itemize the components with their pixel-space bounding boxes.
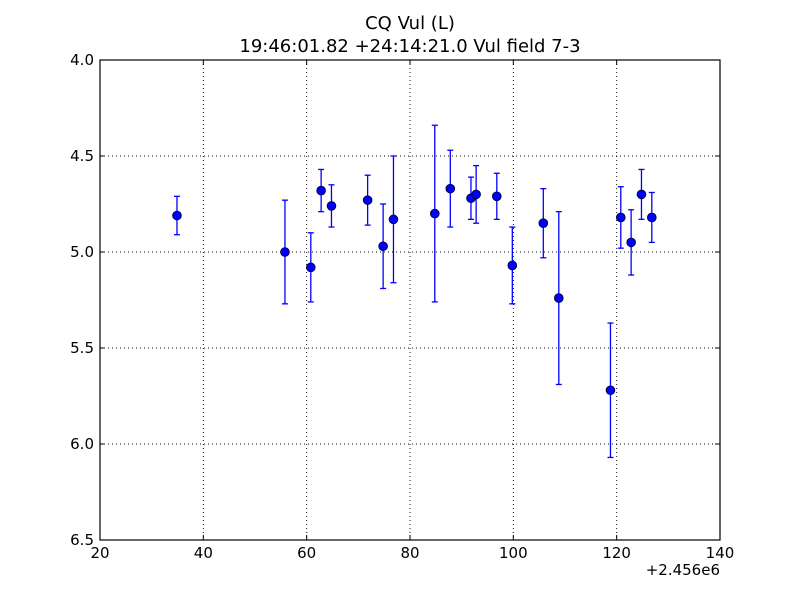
x-tick-label: 140 — [706, 544, 735, 562]
data-point — [647, 191, 657, 244]
data-point — [316, 168, 326, 213]
data-series — [172, 124, 657, 459]
data-point — [471, 164, 481, 224]
data-marker — [445, 183, 456, 194]
data-point — [605, 322, 616, 459]
x-tick-label: 100 — [499, 544, 528, 562]
y-tick-label: 4.5 — [70, 147, 94, 165]
data-marker — [326, 201, 337, 211]
x-tick-label: 60 — [297, 544, 316, 562]
data-marker — [538, 218, 549, 228]
y-tick-label: 6.0 — [70, 435, 94, 453]
data-point — [280, 199, 290, 305]
x-tick-label: 20 — [90, 544, 109, 562]
data-marker — [636, 189, 647, 200]
data-point — [430, 124, 440, 303]
data-marker — [388, 214, 399, 225]
data-marker — [626, 237, 636, 248]
data-point — [445, 149, 456, 228]
data-marker — [316, 185, 326, 196]
data-marker — [554, 293, 564, 303]
data-marker — [280, 247, 290, 257]
data-marker — [378, 241, 388, 252]
data-marker — [172, 210, 182, 221]
grid — [100, 60, 720, 540]
x-axis-offset-label: +2.456e6 — [646, 561, 720, 579]
data-point — [626, 209, 636, 276]
y-tick-label: 6.5 — [70, 531, 94, 549]
data-marker — [306, 262, 316, 273]
data-point — [492, 172, 502, 221]
x-tick-label: 40 — [194, 544, 213, 562]
data-point — [326, 184, 337, 228]
data-marker — [471, 189, 481, 200]
data-point — [306, 232, 316, 303]
data-point — [507, 226, 518, 305]
data-point — [378, 203, 388, 290]
x-tick-label: 80 — [400, 544, 419, 562]
data-point — [362, 174, 373, 226]
axis-ticks: 20 40 60 80 100 120 140 4.0 4.5 5.0 5.5 6.0 6.5 — [70, 51, 734, 562]
data-point — [616, 186, 626, 249]
data-point — [388, 155, 399, 284]
data-marker — [492, 191, 502, 202]
data-marker — [430, 208, 440, 219]
data-marker — [605, 385, 616, 396]
data-point — [538, 187, 549, 259]
chart-subtitle: 19:46:01.82 +24:14:21.0 Vul field 7-3 — [239, 36, 580, 57]
x-tick-label: 120 — [602, 544, 631, 562]
y-tick-label: 5.0 — [70, 243, 94, 261]
data-marker — [647, 212, 657, 223]
plot-area-frame — [99, 59, 721, 541]
y-tick-label: 5.5 — [70, 339, 94, 357]
y-tick-label: 4.0 — [70, 51, 94, 69]
data-point — [172, 195, 182, 236]
data-point — [636, 168, 647, 221]
data-marker — [507, 260, 518, 271]
data-marker — [616, 212, 626, 223]
data-point — [554, 211, 564, 386]
data-marker — [362, 195, 373, 205]
chart-title: CQ Vul (L) — [365, 13, 455, 34]
